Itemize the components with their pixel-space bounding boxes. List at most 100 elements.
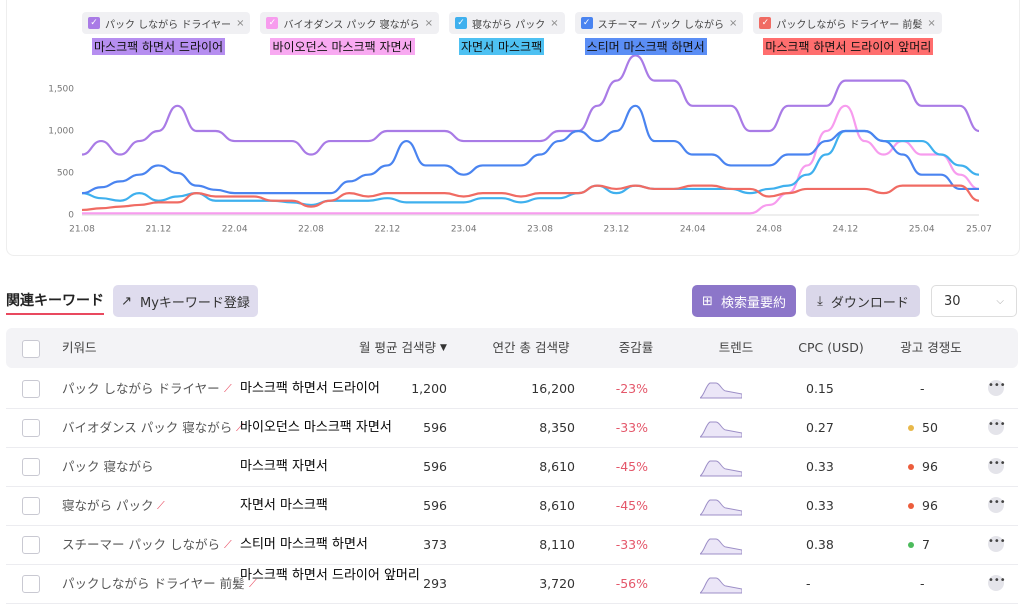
button-label: Myキーワード登録 [139, 295, 250, 311]
chart-card [6, 0, 1020, 256]
table-row: スチーマー パック しながら ⟋ 스티머 마스크팩 하면서 373 8,110 -33% 0… [6, 525, 1018, 565]
annotation: 스티머 마스크팩 하면서 [584, 38, 707, 55]
x-tick-label: 24.12 [833, 225, 859, 235]
legend-item: ✓ バイオダンス パック 寝ながら × 바이오던스 마스크팩 자면서 [260, 12, 440, 55]
more-button[interactable]: ••• [988, 380, 1006, 396]
legend-remove[interactable]: × [424, 17, 434, 29]
competition: 7 [922, 537, 930, 552]
checkbox[interactable] [22, 340, 40, 358]
legend: ✓ パック しながら ドライヤー × 마스크팩 하면서 드라이어 ✓ バイオダンス パック… [82, 12, 942, 55]
legend-item: ✓ パック しながら ドライヤー × 마스크팩 하면서 드라이어 [82, 12, 251, 55]
keyword[interactable]: 寝ながら パック [62, 498, 154, 513]
sparkline-area [700, 382, 742, 399]
change-rate: -33% [615, 420, 648, 435]
series-line [81, 129, 980, 207]
competition: - [920, 381, 925, 396]
keyword[interactable]: スチーマー パック しながら [62, 537, 220, 552]
sparkline [700, 577, 742, 594]
column-header[interactable]: 월 평균 검색량 [359, 340, 436, 355]
legend-checkbox: ✓ [580, 17, 593, 29]
legend-remove[interactable]: × [236, 17, 245, 29]
x-tick-label: 25.04 [909, 225, 935, 235]
legend-item: ✓ パックしながら ドライヤー 前髪 × 마스크팩 하면서 드라이어 앞머리 [753, 12, 942, 55]
keyword[interactable]: バイオダンス パック 寝ながら [62, 420, 233, 435]
yearly-volume: 8,610 [539, 459, 575, 474]
more-button[interactable]: ••• [988, 536, 1006, 552]
x-tick-label: 21.08 [69, 225, 95, 235]
checkbox[interactable] [22, 497, 40, 515]
checkbox[interactable] [22, 419, 40, 437]
sparkline [700, 499, 742, 516]
legend-remove[interactable]: × [728, 17, 738, 29]
x-tick-label: 24.08 [756, 225, 782, 235]
checkbox[interactable] [22, 575, 40, 593]
monthly-volume: 1,200 [411, 381, 447, 396]
more-button[interactable]: ••• [988, 419, 1006, 435]
tab[interactable]: 関連キーワード [6, 293, 104, 309]
page-size-select[interactable]: 30 ⌵ [931, 285, 1017, 317]
button-label: ダウンロード [830, 295, 909, 311]
change-rate: -33% [615, 537, 648, 552]
keyword[interactable]: パック しながら ドライヤー [62, 381, 220, 396]
competition-dot [908, 503, 914, 509]
legend-chip[interactable]: ✓ スチーマー パック しながら × [574, 12, 744, 34]
trend-icon: ⟋ [249, 577, 257, 590]
button-label: 検索量要約 [720, 295, 786, 311]
checkbox[interactable] [22, 458, 40, 476]
x-tick-label: 23.08 [527, 225, 553, 235]
cpc: 0.15 [806, 381, 834, 396]
summary-button[interactable]: ⊞ 検索量要約 [692, 285, 796, 317]
checkbox[interactable] [22, 536, 40, 554]
legend-remove[interactable]: × [550, 17, 559, 29]
cpc: - [806, 576, 811, 591]
sparkline [700, 460, 742, 477]
y-tick-label: 1,500 [48, 85, 74, 95]
x-tick-label: 22.04 [222, 225, 248, 235]
annotation: 스티머 마스크팩 하면서 [240, 537, 368, 552]
my-keyword-button[interactable]: ↗ Myキーワード登録 [113, 285, 258, 317]
annotation: 마스크팩 하면서 드라이어 앞머리 [763, 38, 934, 55]
tab-underline [6, 313, 104, 315]
annotation: 자면서 마스크팩 [240, 498, 328, 513]
series-line [81, 184, 980, 212]
more-button[interactable]: ••• [988, 575, 1006, 591]
change-rate: -45% [615, 459, 648, 474]
legend-checkbox: ✓ [455, 17, 468, 29]
monthly-volume: 596 [423, 498, 447, 513]
competition-dot [908, 542, 914, 548]
trend-icon: ⟋ [224, 382, 232, 395]
annotation: 마스크팩 자면서 [240, 459, 328, 474]
sparkline [700, 421, 742, 438]
yearly-volume: 16,200 [531, 381, 575, 396]
competition: 96 [922, 498, 938, 513]
annotation: 바이오던스 마스크팩 자면서 [270, 38, 415, 55]
legend-label: パックしながら ドライヤー 前髪 [776, 19, 923, 31]
change-rate: -56% [615, 576, 648, 591]
legend-chip[interactable]: ✓ バイオダンス パック 寝ながら × [260, 12, 440, 34]
legend-chip[interactable]: ✓ 寝ながら パック × [449, 12, 565, 34]
cpc: 0.27 [806, 420, 834, 435]
legend-chip[interactable]: ✓ パック しながら ドライヤー × [82, 12, 251, 34]
sparkline [700, 382, 742, 399]
yearly-volume: 3,720 [539, 576, 575, 591]
table-row: バイオダンス パック 寝ながら ⟋ 바이오던스 마스크팩 자면서 596 8,350 -3… [6, 408, 1018, 448]
download-button[interactable]: ⤓ ダウンロード [806, 285, 920, 317]
checkbox[interactable] [22, 380, 40, 398]
yearly-volume: 8,350 [539, 420, 575, 435]
legend-checkbox: ✓ [88, 17, 100, 29]
more-button[interactable]: ••• [988, 497, 1006, 513]
cpc: 0.33 [806, 498, 834, 513]
monthly-volume: 596 [423, 420, 447, 435]
legend-chip[interactable]: ✓ パックしながら ドライヤー 前髪 × [753, 12, 942, 34]
more-button[interactable]: ••• [988, 458, 1006, 474]
monthly-volume: 596 [423, 459, 447, 474]
change-rate: -45% [615, 498, 648, 513]
keyword[interactable]: パックしながら ドライヤー 前髪 [62, 576, 245, 591]
keyword[interactable]: パック 寝ながら [62, 459, 154, 474]
legend-label: 寝ながら パック [472, 19, 546, 31]
x-tick-label: 23.12 [604, 225, 630, 235]
sparkline-area [700, 538, 742, 555]
legend-remove[interactable]: × [927, 17, 936, 29]
sparkline [700, 538, 742, 555]
x-tick-label: 23.04 [451, 225, 477, 235]
